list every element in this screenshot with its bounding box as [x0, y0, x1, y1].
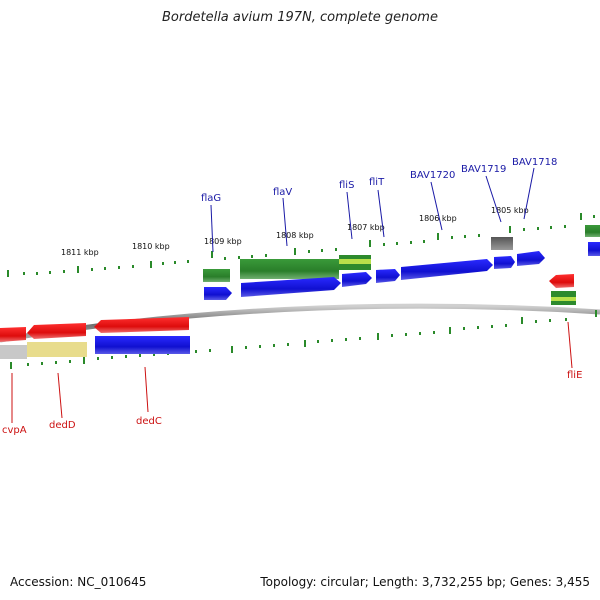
gene-label-dedC[interactable]: dedC: [136, 416, 162, 427]
feature-dedD-pale[interactable]: [27, 342, 87, 357]
cds-right-edge[interactable]: [588, 242, 600, 256]
genome-stats-text: Topology: circular; Length: 3,732,255 bp…: [260, 575, 590, 589]
cds-cvpA[interactable]: [0, 327, 26, 342]
gene-label-fliE[interactable]: fliE: [567, 370, 582, 381]
gene-label-fliS[interactable]: fliS: [339, 180, 354, 191]
forward-cds-track: [95, 242, 600, 354]
gene-label-BAV1719[interactable]: BAV1719: [461, 164, 506, 175]
feature-flaG-block[interactable]: [203, 269, 230, 282]
gene-label-BAV1720[interactable]: BAV1720: [410, 170, 455, 181]
scale-label-1807: 1807 kbp: [347, 223, 385, 232]
cds-BAV1719[interactable]: [494, 256, 515, 269]
feature-fliE-highlight: [551, 297, 576, 301]
cds-BAV1718[interactable]: [517, 251, 545, 266]
cds-flaV[interactable]: [241, 277, 341, 297]
scale-label-1809: 1809 kbp: [204, 237, 242, 246]
scale-label-1805: 1805 kbp: [491, 206, 529, 215]
reverse-cds-track: [0, 274, 574, 342]
cds-dedC-forward[interactable]: [95, 336, 190, 354]
gene-label-flaG[interactable]: flaG: [201, 193, 221, 204]
leader-lines: [11, 167, 573, 423]
gene-label-dedD[interactable]: dedD: [49, 420, 76, 431]
scale-label-1808: 1808 kbp: [276, 231, 314, 240]
cds-dedD[interactable]: [27, 323, 86, 339]
feature-right-green[interactable]: [585, 225, 600, 237]
feature-flaV-block[interactable]: [240, 259, 339, 279]
accession-text: Accession: NC_010645: [10, 575, 147, 589]
gene-label-fliT[interactable]: fliT: [369, 177, 385, 188]
genome-backbone: [0, 303, 600, 343]
gene-label-flaV[interactable]: flaV: [273, 187, 292, 198]
feature-fliS-highlight: [339, 259, 371, 264]
scale-label-1810: 1810 kbp: [132, 242, 170, 251]
scale-label-1811: 1811 kbp: [61, 248, 99, 257]
upper-feature-track: [203, 225, 600, 305]
gene-label-BAV1718[interactable]: BAV1718: [512, 157, 557, 168]
cds-fliT[interactable]: [376, 269, 400, 283]
scale-label-1806: 1806 kbp: [419, 214, 457, 223]
cds-flaG[interactable]: [204, 287, 232, 300]
cds-dedC[interactable]: [94, 317, 189, 333]
cds-BAV1720[interactable]: [401, 259, 493, 280]
upper-tick-ring: [7, 213, 595, 277]
gene-label-cvpA[interactable]: cvpA: [2, 425, 27, 436]
lower-feature-track: [0, 342, 87, 359]
feature-BAV1719-gray[interactable]: [491, 237, 513, 250]
cds-fliE[interactable]: [549, 274, 574, 288]
lower-tick-ring: [10, 310, 597, 369]
map-title: Bordetella avium 197N, complete genome: [162, 10, 438, 25]
feature-cvpA-gray[interactable]: [0, 345, 27, 359]
cds-fliS[interactable]: [342, 272, 372, 287]
